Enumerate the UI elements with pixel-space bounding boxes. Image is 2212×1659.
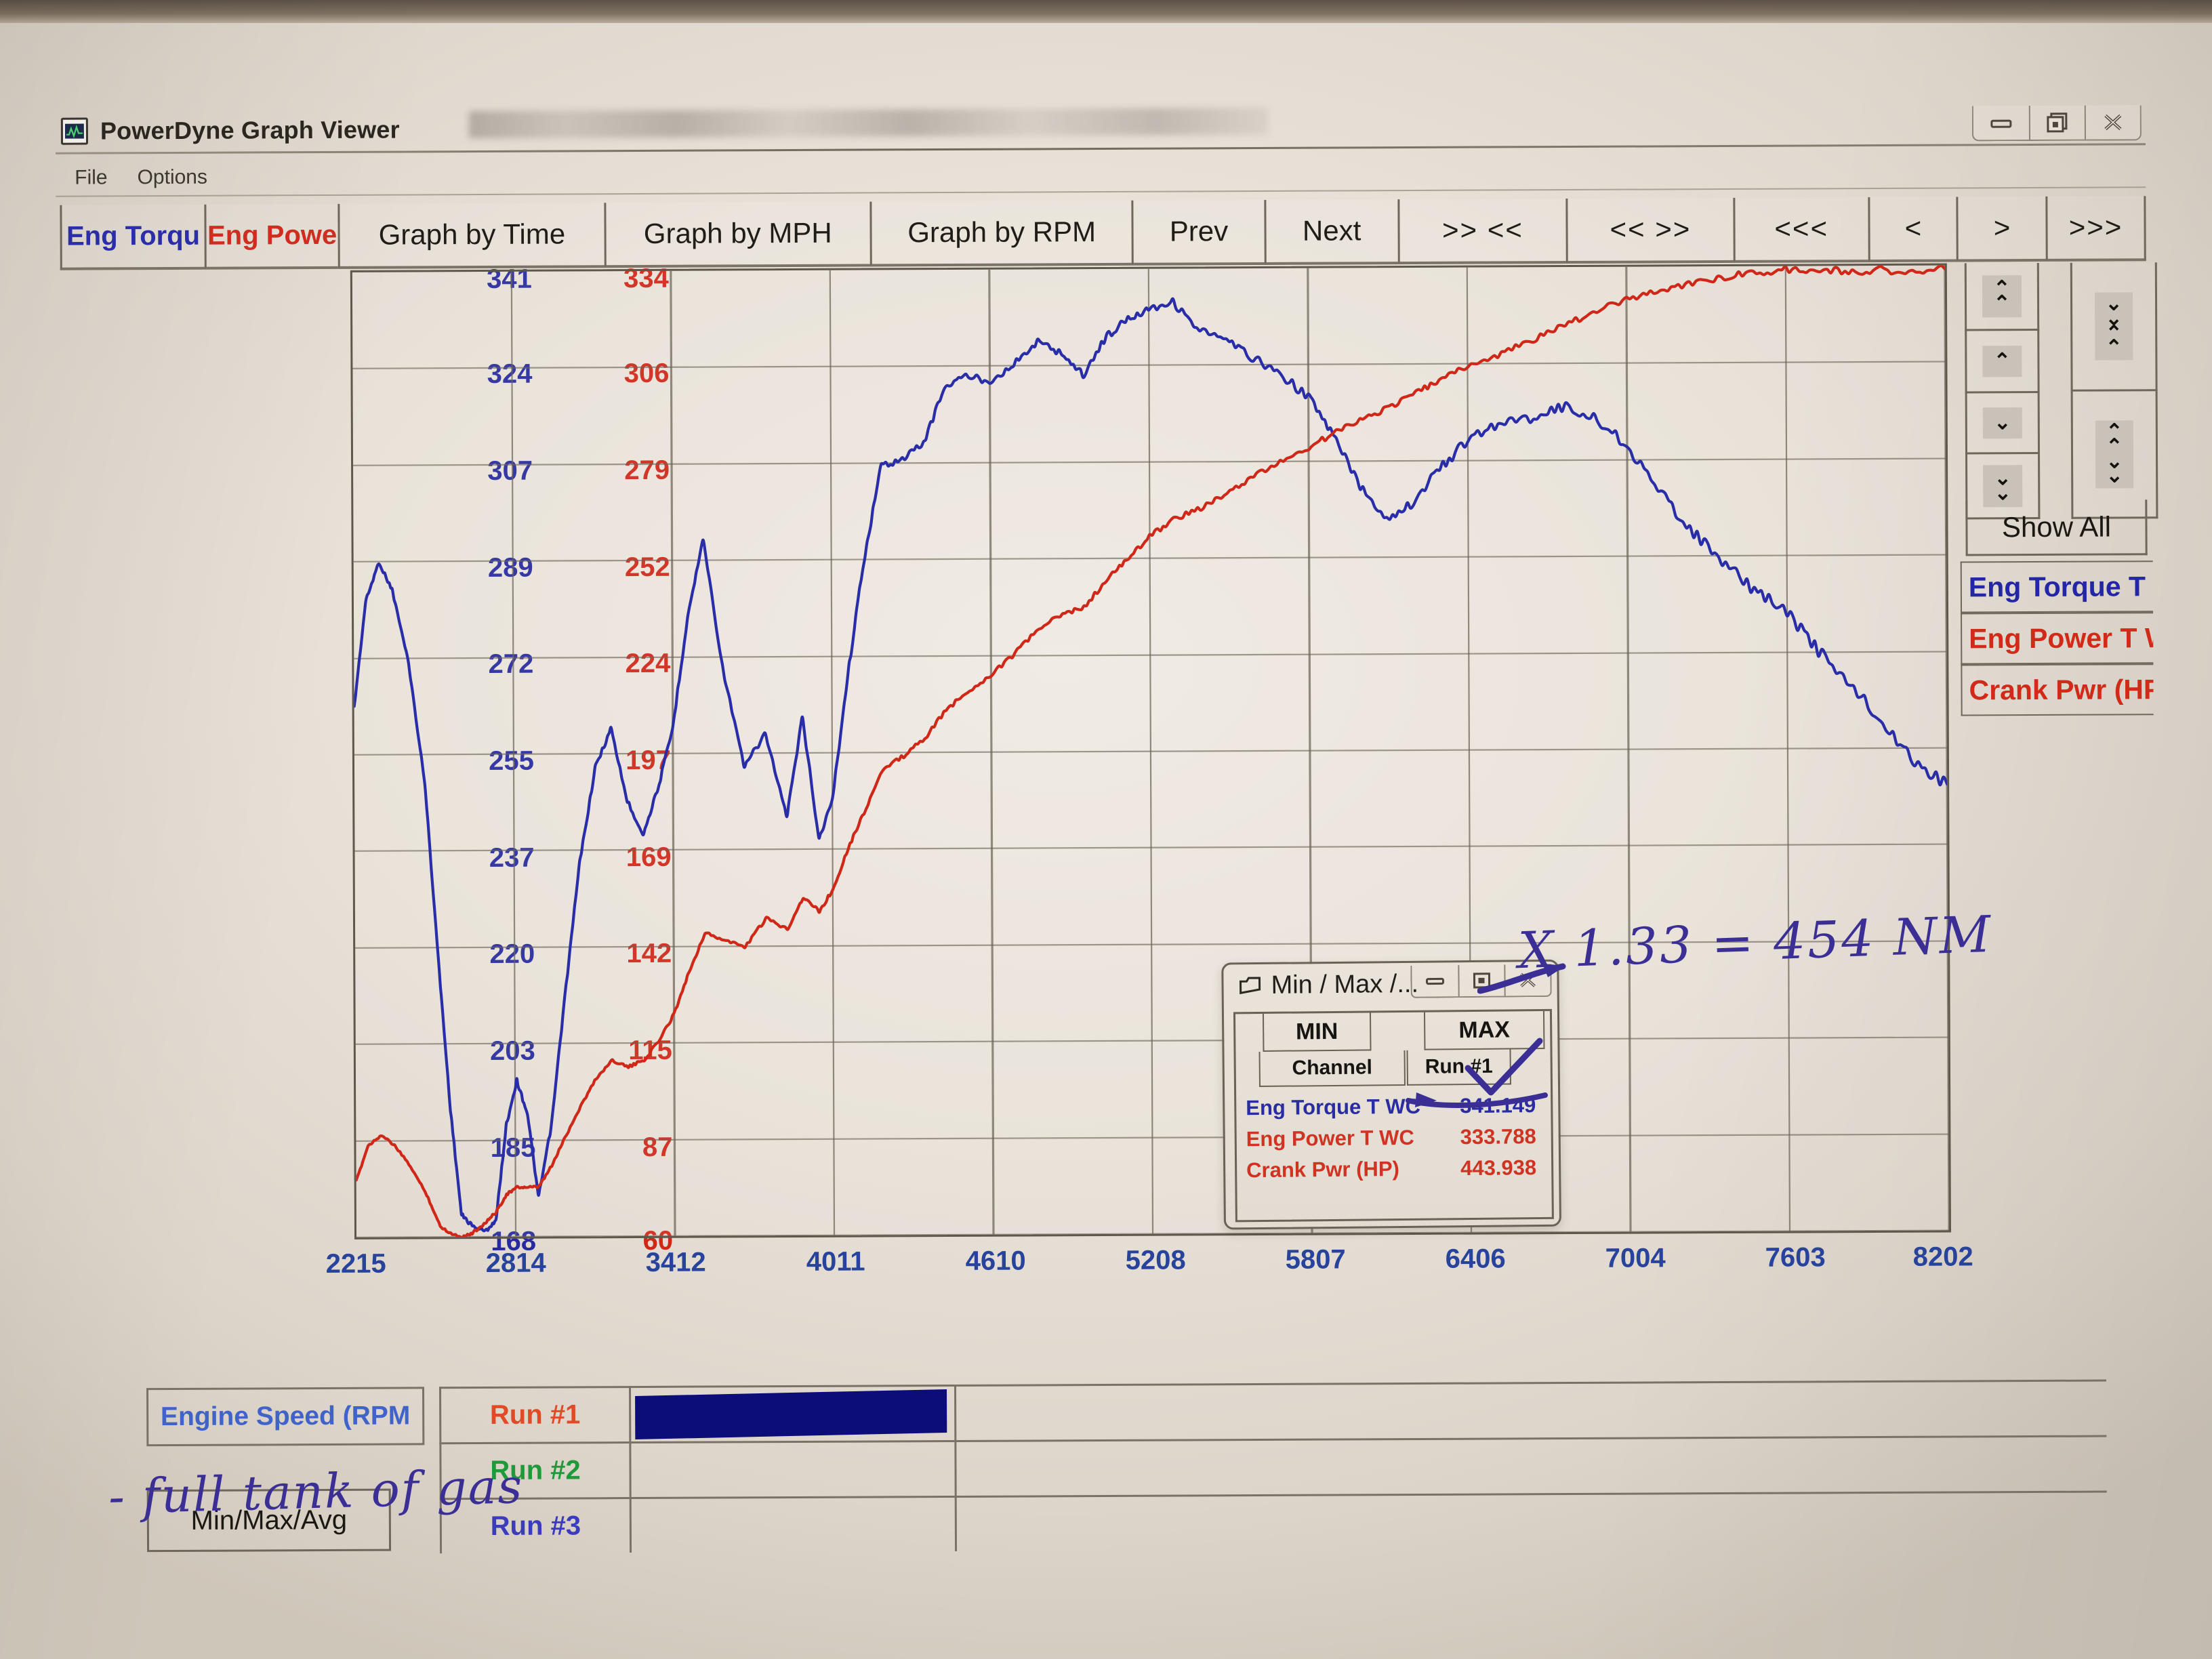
- menu-item-file[interactable]: File: [75, 166, 108, 189]
- menu-item-options[interactable]: Options: [137, 165, 208, 189]
- run-info-field-3[interactable]: [954, 1490, 2108, 1551]
- menu-bar: File Options: [56, 150, 2146, 197]
- scroll-down-icon[interactable]: ⌄: [1965, 392, 2041, 455]
- chart-area: 341 324 307 289 272 255 237 220 203 185 …: [60, 263, 1973, 1307]
- plot-canvas[interactable]: [350, 263, 1952, 1240]
- column-header-channel: Channel: [1258, 1050, 1406, 1088]
- x-channel-label[interactable]: Engine Speed (RPM: [146, 1387, 425, 1447]
- minimize-icon[interactable]: [1412, 965, 1458, 997]
- xtick-1: 2814: [485, 1248, 546, 1278]
- channel-button-eng-torque[interactable]: Eng Torqu: [60, 204, 205, 270]
- selection-highlight: [635, 1389, 947, 1440]
- plot-svg: [352, 265, 1950, 1237]
- zoom-in-wide-button[interactable]: << >>: [1565, 197, 1734, 264]
- run-file-field-1[interactable]: [628, 1384, 955, 1442]
- page-left-button[interactable]: <<<: [1732, 197, 1868, 263]
- waveform-app-icon: [60, 117, 88, 145]
- run-label-1[interactable]: Run #1: [438, 1386, 630, 1443]
- blurred-file-path-text: [468, 107, 1269, 139]
- toolbar: Eng Torqu Eng Powe Graph by Time Graph b…: [60, 196, 2146, 270]
- prev-button[interactable]: Prev: [1131, 199, 1265, 266]
- handwritten-bottom-note: - full tank of gas: [108, 1458, 525, 1525]
- row-value-crank-pwr: 443.938: [1460, 1155, 1537, 1181]
- xtick-2: 3412: [645, 1247, 706, 1277]
- row-channel-eng-torque: Eng Torque T WC: [1246, 1094, 1421, 1120]
- handwritten-underline: [1404, 1086, 1560, 1120]
- xtick-7: 6406: [1445, 1244, 1506, 1274]
- window-controls: [1971, 105, 2142, 142]
- row-value-eng-power: 333.788: [1460, 1124, 1536, 1149]
- line-eng-power: [354, 265, 1946, 1237]
- powerdyne-graph-viewer-window: PowerDyne Graph Viewer File Options Eng …: [56, 102, 2158, 1554]
- xtick-8: 7004: [1605, 1243, 1666, 1273]
- scroll-up-double-icon[interactable]: ⌃ ⌃: [1964, 262, 2040, 331]
- window-restore-icon: [1238, 976, 1261, 995]
- line-eng-torque: [352, 297, 1949, 1233]
- run-file-field-3[interactable]: [629, 1495, 956, 1553]
- legend-item-eng-power[interactable]: Eng Power T WC (: [1961, 612, 2154, 665]
- xtick-6: 5807: [1285, 1244, 1346, 1275]
- graph-by-time-button[interactable]: Graph by Time: [337, 203, 605, 269]
- xtick-10: 8202: [1912, 1242, 1973, 1272]
- legend-item-eng-torque[interactable]: Eng Torque T WC: [1960, 560, 2154, 613]
- window-title-bar: PowerDyne Graph Viewer: [56, 102, 2146, 155]
- handwritten-arrow-icon: [1477, 953, 1593, 1004]
- minimize-icon[interactable]: [1973, 106, 2029, 140]
- channel-button-eng-power[interactable]: Eng Powe: [204, 203, 338, 270]
- row-channel-eng-power: Eng Power T WC: [1246, 1125, 1414, 1151]
- xtick-5: 5208: [1125, 1245, 1186, 1275]
- page-right-button[interactable]: >>>: [2045, 196, 2146, 262]
- next-button[interactable]: Next: [1263, 199, 1398, 265]
- zoom-out-double-icon[interactable]: ⌄ ⌄ ⌃ ⌃: [2070, 262, 2158, 392]
- restore-icon[interactable]: [2028, 105, 2085, 140]
- legend-item-crank-pwr[interactable]: Crank Pwr (HP): [1961, 663, 2154, 716]
- min-max-dialog-title: Min / Max /...: [1271, 969, 1419, 1000]
- step-left-button[interactable]: <: [1868, 197, 1957, 263]
- show-all-button[interactable]: Show All: [1965, 499, 2148, 556]
- step-right-button[interactable]: >: [1956, 196, 2046, 262]
- window-title: PowerDyne Graph Viewer: [100, 115, 400, 145]
- row-channel-crank-pwr: Crank Pwr (HP): [1246, 1157, 1400, 1183]
- table-row: Crank Pwr (HP) 443.938: [1237, 1152, 1555, 1187]
- handwritten-checkmark-icon: [1464, 1037, 1545, 1105]
- run-info-field-1[interactable]: [954, 1379, 2107, 1440]
- xtick-9: 7603: [1765, 1242, 1826, 1273]
- tab-min[interactable]: MIN: [1262, 1012, 1372, 1052]
- run-info-field-2[interactable]: [954, 1435, 2107, 1496]
- close-icon[interactable]: [2084, 105, 2140, 140]
- run-file-field-2[interactable]: [629, 1439, 955, 1498]
- graph-by-mph-button[interactable]: Graph by MPH: [603, 201, 870, 268]
- xtick-4: 4610: [965, 1246, 1026, 1276]
- zoom-out-wide-button[interactable]: >> <<: [1397, 199, 1566, 265]
- right-control-panel: ⌃ ⌃ ⌃ ⌄ ⌄ ⌄ ⌄ ⌄ ⌃ ⌃ ⌃ ⌃ ⌄ ⌄ Show All Eng Torque …: [1954, 262, 2158, 1144]
- table-row: Eng Power T WC 333.788: [1237, 1121, 1555, 1155]
- scroll-up-icon[interactable]: ⌃: [1965, 330, 2040, 394]
- graph-by-rpm-button[interactable]: Graph by RPM: [869, 200, 1132, 267]
- title-bar-left: PowerDyne Graph Viewer: [60, 115, 400, 146]
- xtick-3: 4011: [806, 1246, 865, 1277]
- xtick-0: 2215: [325, 1248, 386, 1279]
